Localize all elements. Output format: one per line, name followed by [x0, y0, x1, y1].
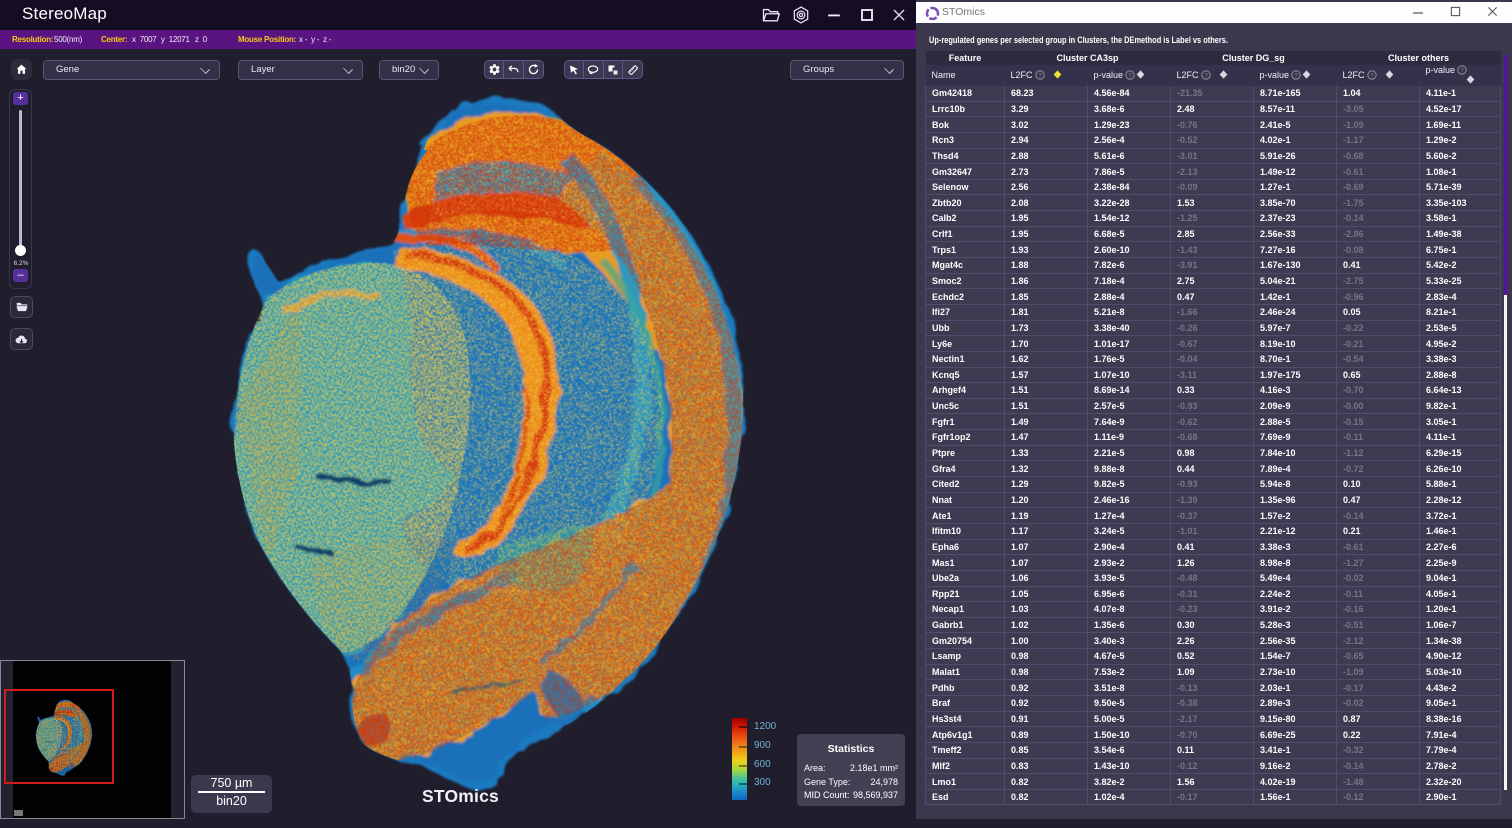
- svg-text:?: ?: [1204, 73, 1208, 80]
- svg-text:?: ?: [1370, 73, 1374, 80]
- svg-text:?: ?: [1128, 73, 1132, 80]
- svg-text:?: ?: [1294, 73, 1298, 80]
- svg-text:?: ?: [1460, 68, 1464, 75]
- svg-text:?: ?: [1038, 73, 1042, 80]
